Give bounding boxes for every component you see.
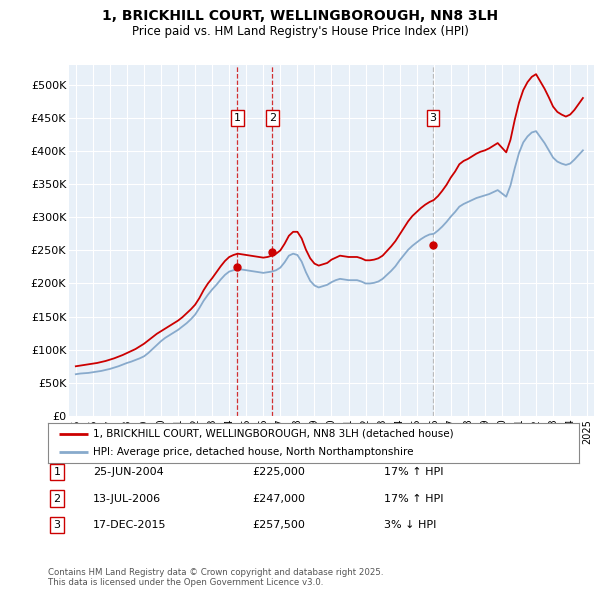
Text: 3% ↓ HPI: 3% ↓ HPI bbox=[384, 520, 436, 530]
Text: 1, BRICKHILL COURT, WELLINGBOROUGH, NN8 3LH: 1, BRICKHILL COURT, WELLINGBOROUGH, NN8 … bbox=[102, 9, 498, 23]
Text: 13-JUL-2006: 13-JUL-2006 bbox=[93, 494, 161, 503]
Text: 3: 3 bbox=[430, 113, 437, 123]
Text: 1: 1 bbox=[234, 113, 241, 123]
Text: 2: 2 bbox=[269, 113, 276, 123]
Text: 3: 3 bbox=[53, 520, 61, 530]
Text: £247,000: £247,000 bbox=[252, 494, 305, 503]
Text: 2: 2 bbox=[53, 494, 61, 503]
Text: HPI: Average price, detached house, North Northamptonshire: HPI: Average price, detached house, Nort… bbox=[93, 447, 413, 457]
Text: 1, BRICKHILL COURT, WELLINGBOROUGH, NN8 3LH (detached house): 1, BRICKHILL COURT, WELLINGBOROUGH, NN8 … bbox=[93, 429, 454, 439]
Text: Price paid vs. HM Land Registry's House Price Index (HPI): Price paid vs. HM Land Registry's House … bbox=[131, 25, 469, 38]
Text: 1: 1 bbox=[53, 467, 61, 477]
Text: £225,000: £225,000 bbox=[252, 467, 305, 477]
Text: 17% ↑ HPI: 17% ↑ HPI bbox=[384, 494, 443, 503]
Text: 17-DEC-2015: 17-DEC-2015 bbox=[93, 520, 167, 530]
Text: 25-JUN-2004: 25-JUN-2004 bbox=[93, 467, 164, 477]
Text: 17% ↑ HPI: 17% ↑ HPI bbox=[384, 467, 443, 477]
Text: £257,500: £257,500 bbox=[252, 520, 305, 530]
Text: Contains HM Land Registry data © Crown copyright and database right 2025.
This d: Contains HM Land Registry data © Crown c… bbox=[48, 568, 383, 587]
